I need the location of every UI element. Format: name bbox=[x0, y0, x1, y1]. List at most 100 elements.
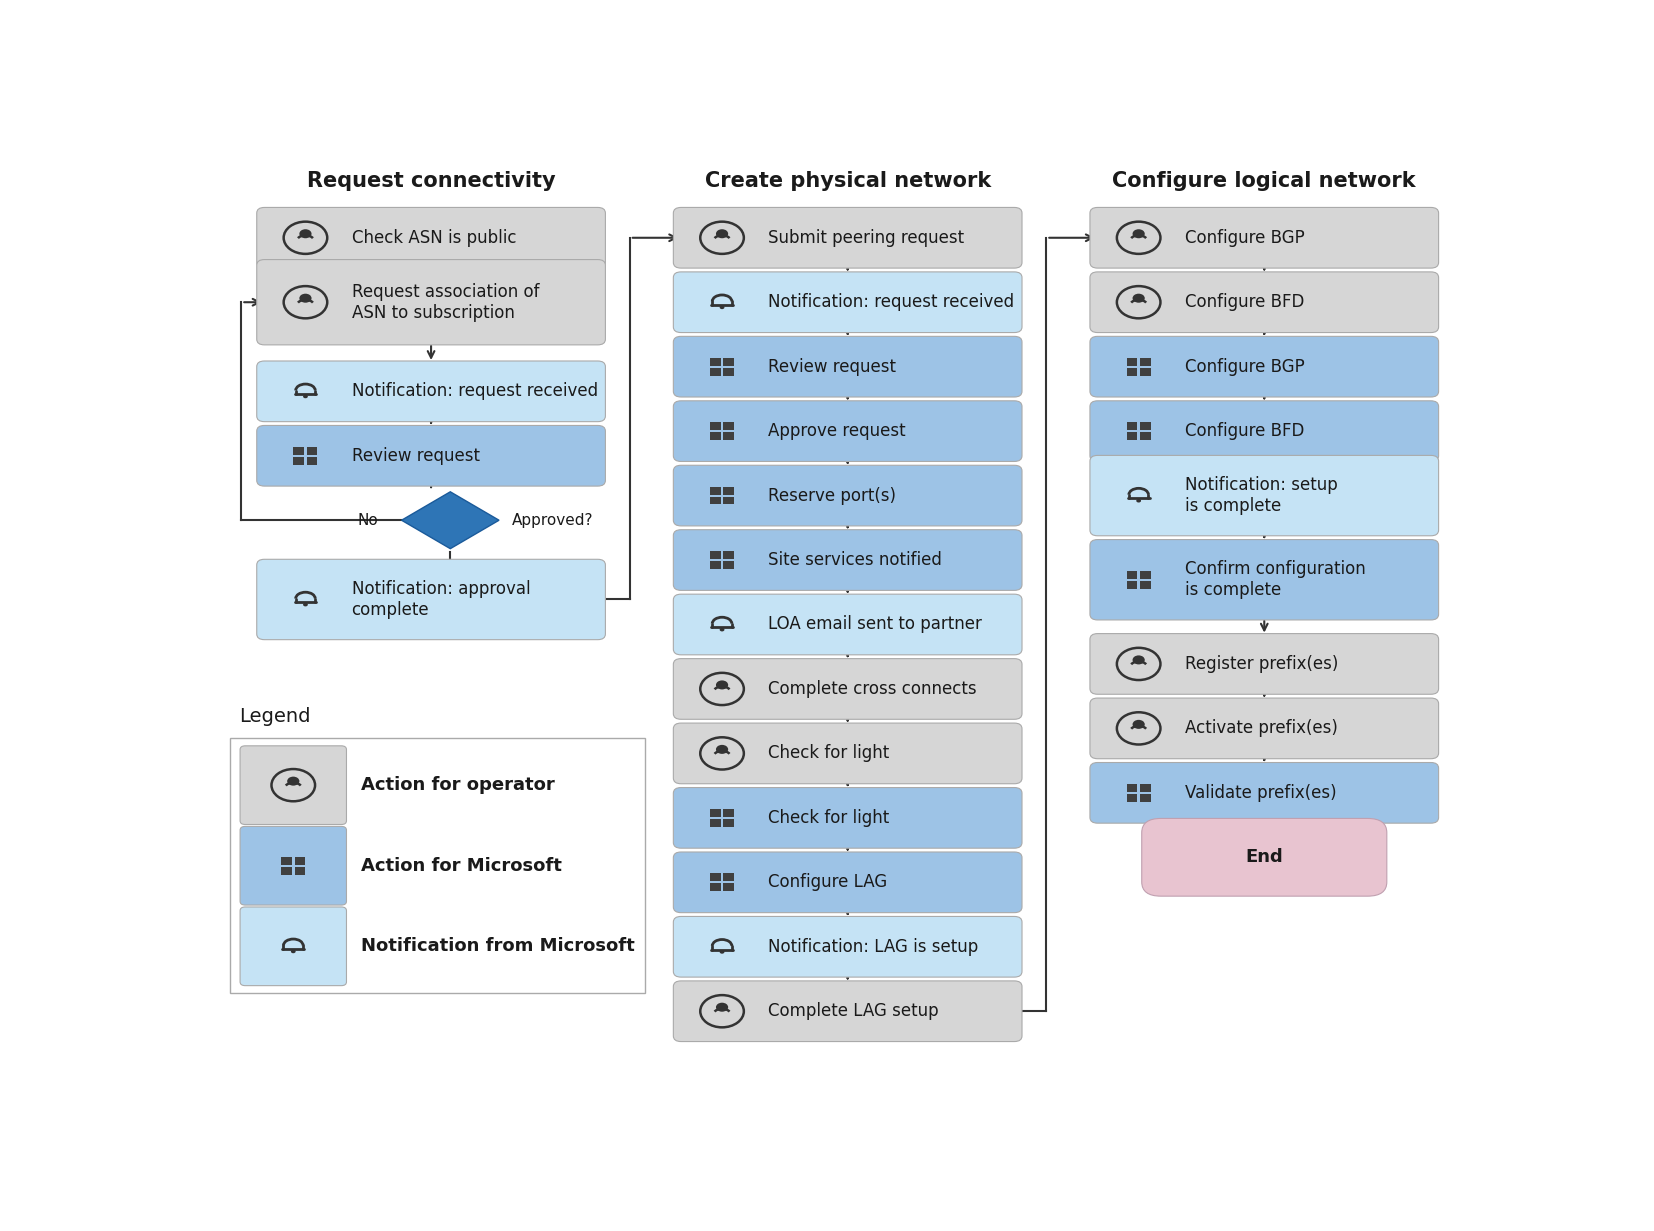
FancyBboxPatch shape bbox=[673, 208, 1022, 268]
FancyBboxPatch shape bbox=[673, 401, 1022, 462]
FancyBboxPatch shape bbox=[710, 561, 721, 569]
Text: Submit peering request: Submit peering request bbox=[767, 229, 964, 246]
FancyBboxPatch shape bbox=[673, 529, 1022, 591]
Circle shape bbox=[299, 229, 311, 239]
Text: Notification: request received: Notification: request received bbox=[767, 293, 1014, 311]
FancyBboxPatch shape bbox=[1090, 634, 1439, 694]
FancyBboxPatch shape bbox=[1140, 784, 1151, 792]
FancyBboxPatch shape bbox=[710, 874, 721, 881]
Text: Check ASN is public: Check ASN is public bbox=[352, 229, 516, 246]
FancyBboxPatch shape bbox=[710, 368, 721, 375]
Text: Reserve port(s): Reserve port(s) bbox=[767, 486, 896, 505]
FancyBboxPatch shape bbox=[710, 486, 721, 495]
Circle shape bbox=[299, 294, 311, 303]
Circle shape bbox=[719, 305, 724, 309]
FancyBboxPatch shape bbox=[673, 465, 1022, 526]
Text: Complete LAG setup: Complete LAG setup bbox=[767, 1002, 939, 1020]
FancyBboxPatch shape bbox=[723, 819, 734, 827]
Polygon shape bbox=[402, 492, 500, 549]
Text: Configure BGP: Configure BGP bbox=[1184, 229, 1305, 246]
Text: Notification: approval
complete: Notification: approval complete bbox=[352, 580, 531, 619]
Text: Request connectivity: Request connectivity bbox=[306, 171, 556, 191]
Text: Notification: LAG is setup: Notification: LAG is setup bbox=[767, 938, 979, 955]
FancyBboxPatch shape bbox=[1090, 208, 1439, 268]
Text: Review request: Review request bbox=[352, 447, 480, 465]
FancyBboxPatch shape bbox=[281, 867, 291, 875]
FancyBboxPatch shape bbox=[256, 361, 605, 422]
FancyBboxPatch shape bbox=[256, 260, 605, 345]
Circle shape bbox=[716, 1003, 728, 1012]
FancyBboxPatch shape bbox=[723, 358, 734, 366]
FancyBboxPatch shape bbox=[1126, 784, 1138, 792]
Text: Complete cross connects: Complete cross connects bbox=[767, 680, 978, 698]
FancyBboxPatch shape bbox=[294, 857, 306, 864]
Circle shape bbox=[291, 949, 296, 953]
Text: End: End bbox=[1245, 848, 1284, 867]
FancyBboxPatch shape bbox=[240, 826, 346, 905]
Text: Legend: Legend bbox=[238, 707, 311, 726]
FancyBboxPatch shape bbox=[673, 723, 1022, 784]
FancyBboxPatch shape bbox=[308, 457, 318, 464]
FancyBboxPatch shape bbox=[1140, 358, 1151, 366]
FancyBboxPatch shape bbox=[1126, 571, 1138, 579]
FancyBboxPatch shape bbox=[723, 422, 734, 430]
FancyBboxPatch shape bbox=[1141, 819, 1386, 896]
FancyBboxPatch shape bbox=[723, 432, 734, 439]
FancyBboxPatch shape bbox=[1090, 539, 1439, 620]
Text: Register prefix(es): Register prefix(es) bbox=[1184, 655, 1338, 673]
FancyBboxPatch shape bbox=[710, 432, 721, 439]
FancyBboxPatch shape bbox=[240, 746, 346, 825]
Text: Notification: request received: Notification: request received bbox=[352, 383, 597, 400]
FancyBboxPatch shape bbox=[710, 551, 721, 559]
FancyBboxPatch shape bbox=[1140, 368, 1151, 375]
FancyBboxPatch shape bbox=[1126, 422, 1138, 430]
FancyBboxPatch shape bbox=[723, 368, 734, 375]
Text: Configure BFD: Configure BFD bbox=[1184, 422, 1303, 441]
Text: Configure logical network: Configure logical network bbox=[1113, 171, 1416, 191]
Circle shape bbox=[303, 603, 308, 607]
FancyBboxPatch shape bbox=[1090, 698, 1439, 758]
Circle shape bbox=[303, 395, 308, 399]
FancyBboxPatch shape bbox=[723, 486, 734, 495]
FancyBboxPatch shape bbox=[710, 422, 721, 430]
Text: Request association of
ASN to subscription: Request association of ASN to subscripti… bbox=[352, 283, 539, 321]
FancyBboxPatch shape bbox=[1126, 368, 1138, 375]
Text: Yes: Yes bbox=[438, 560, 463, 575]
FancyBboxPatch shape bbox=[673, 595, 1022, 655]
Circle shape bbox=[716, 681, 728, 689]
FancyBboxPatch shape bbox=[710, 819, 721, 827]
FancyBboxPatch shape bbox=[1126, 794, 1138, 801]
Circle shape bbox=[719, 950, 724, 954]
FancyBboxPatch shape bbox=[673, 981, 1022, 1041]
FancyBboxPatch shape bbox=[1090, 336, 1439, 398]
FancyBboxPatch shape bbox=[1126, 432, 1138, 439]
FancyBboxPatch shape bbox=[710, 884, 721, 891]
Text: Notification from Microsoft: Notification from Microsoft bbox=[361, 937, 635, 955]
FancyBboxPatch shape bbox=[673, 272, 1022, 332]
FancyBboxPatch shape bbox=[240, 907, 346, 986]
Text: Notification: setup
is complete: Notification: setup is complete bbox=[1184, 476, 1338, 515]
Circle shape bbox=[716, 229, 728, 239]
FancyBboxPatch shape bbox=[673, 916, 1022, 977]
Text: Create physical network: Create physical network bbox=[705, 171, 991, 191]
FancyBboxPatch shape bbox=[1140, 794, 1151, 801]
Text: Configure BFD: Configure BFD bbox=[1184, 293, 1303, 311]
Text: LOA email sent to partner: LOA email sent to partner bbox=[767, 616, 982, 634]
Text: Action for Microsoft: Action for Microsoft bbox=[361, 857, 561, 875]
Text: Confirm configuration
is complete: Confirm configuration is complete bbox=[1184, 560, 1366, 599]
Text: No: No bbox=[357, 513, 379, 528]
Text: Activate prefix(es): Activate prefix(es) bbox=[1184, 719, 1338, 737]
FancyBboxPatch shape bbox=[1090, 455, 1439, 535]
FancyBboxPatch shape bbox=[256, 559, 605, 640]
FancyBboxPatch shape bbox=[673, 336, 1022, 398]
FancyBboxPatch shape bbox=[308, 447, 318, 454]
FancyBboxPatch shape bbox=[710, 809, 721, 817]
Text: Configure LAG: Configure LAG bbox=[767, 873, 888, 891]
FancyBboxPatch shape bbox=[710, 358, 721, 366]
Text: Validate prefix(es): Validate prefix(es) bbox=[1184, 784, 1336, 801]
Text: Site services notified: Site services notified bbox=[767, 551, 943, 569]
FancyBboxPatch shape bbox=[673, 852, 1022, 912]
FancyBboxPatch shape bbox=[723, 809, 734, 817]
Circle shape bbox=[719, 628, 724, 632]
Circle shape bbox=[1133, 229, 1145, 239]
